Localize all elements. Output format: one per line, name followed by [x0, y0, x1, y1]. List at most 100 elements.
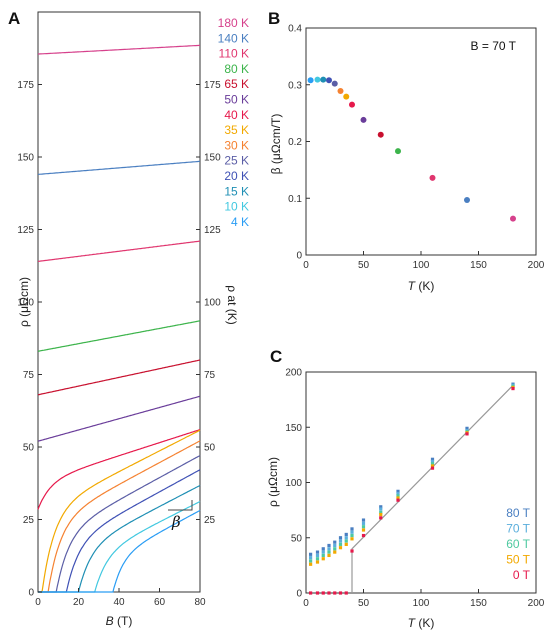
- panel-c-point: [396, 494, 400, 498]
- panel-c-point: [430, 466, 435, 470]
- panel-a-legend-entry: 25 K: [224, 154, 249, 168]
- panel-c-point: [338, 546, 343, 550]
- panel-b-ytick-label: 0.2: [288, 137, 302, 148]
- panel-c-point: [350, 527, 354, 531]
- panel-c-point: [333, 550, 337, 554]
- panel-c: C 0 50 100 150 200 0 50 100 150 200 80 T 70 T60 T 5…: [266, 347, 545, 630]
- panel-c-point: [327, 543, 331, 548]
- panel-a-ylabel: ρ (μΩcm): [17, 277, 31, 327]
- panel-b-ylabel: β (μΩcm/T): [269, 114, 283, 175]
- panel-c-point: [379, 516, 383, 520]
- panel-c-ytick-label: 100: [285, 478, 302, 489]
- panel-a-legend-entry: 40 K: [224, 108, 249, 122]
- panel-c-legend-entry: 60 T: [506, 537, 530, 551]
- panel-c-point: [327, 550, 331, 554]
- panel-a-curve-110K: [37, 240, 201, 262]
- panel-a-xlabel: B (T): [106, 614, 133, 628]
- panel-a-xtick-label: 40: [113, 597, 125, 608]
- panel-a-xtick-label: 0: [35, 597, 41, 608]
- panel-b-point: [429, 174, 436, 181]
- panel-c-label: C: [270, 347, 282, 366]
- panel-a-curve-30K: [38, 440, 201, 593]
- panel-c-xlabel: T (K): [408, 616, 435, 630]
- panel-a-legend-entry: 4 K: [231, 215, 249, 229]
- panel-c-point: [379, 505, 383, 509]
- panel-b-ytick-label: 0.3: [288, 80, 302, 91]
- panel-a-curve-35K: [38, 429, 201, 593]
- panel-b-xlabel: T (K): [408, 279, 435, 293]
- panel-a-legend-entry: 140 K: [218, 31, 249, 45]
- panel-a-curve-140K: [37, 160, 201, 175]
- panel-c-point: [430, 462, 435, 466]
- panel-a-ytick-label: 50: [23, 443, 35, 454]
- panel-c-ytick-label: 50: [291, 533, 303, 544]
- panel-c-point: [361, 528, 366, 532]
- panel-c-point: [333, 591, 337, 595]
- panel-a-curve-20K: [38, 469, 201, 593]
- panel-c-point: [465, 432, 469, 436]
- panel-c-point: [321, 557, 325, 561]
- panel-a-ytick-label: 0: [28, 588, 34, 599]
- panel-a-legend-entry: 20 K: [224, 169, 249, 183]
- panel-a-ytick-label: 100: [17, 298, 34, 309]
- panel-c-xtick-label: 0: [303, 598, 309, 609]
- panel-b-point: [337, 87, 344, 94]
- panel-a-xlabel-unit: (T): [114, 614, 133, 628]
- panel-c-ylabel: ρ (μΩcm): [266, 457, 280, 507]
- panel-b-point: [331, 80, 338, 87]
- panel-b-ytick-label: 0.4: [288, 24, 302, 35]
- panel-b-point: [326, 77, 332, 84]
- panel-c-point: [350, 533, 354, 538]
- panel-c-ytick-label: 0: [296, 589, 302, 600]
- panel-c-point: [361, 518, 366, 522]
- panel-c-point: [321, 591, 325, 595]
- panel-c-point: [379, 512, 383, 517]
- beta-annotation: β: [171, 513, 181, 531]
- panel-c-point: [333, 540, 337, 544]
- panel-c-point: [396, 489, 400, 493]
- panel-c-point: [396, 498, 400, 502]
- panel-a: A 0 20 40 60 80 0 25 50 75 100 125 150 175 25 50 75 100 1…: [8, 9, 249, 628]
- panel-c-point: [321, 547, 325, 551]
- panel-c-point: [315, 591, 320, 595]
- panel-a-curve-80K: [37, 320, 201, 352]
- panel-b-point: [314, 76, 321, 83]
- panel-a-frame: [37, 11, 201, 593]
- panel-c-point: [321, 553, 325, 558]
- panel-b-xtick-label: 150: [470, 260, 487, 271]
- panel-c-xtick-label: 200: [528, 598, 545, 609]
- panel-a-legend-entry: 35 K: [224, 123, 249, 137]
- panel-c-point: [338, 539, 343, 543]
- panel-c-point: [361, 521, 366, 525]
- panel-b-ytick-label: 0.1: [288, 194, 302, 205]
- panel-b-xtick-label: 100: [413, 260, 430, 271]
- panel-a-y2tick-label: 75: [204, 370, 216, 381]
- panel-a-legend-entry: 180 K: [218, 16, 249, 30]
- panel-c-point: [327, 553, 331, 558]
- panel-a-y2tick-label: 50: [204, 443, 216, 454]
- panel-a-ytick-label: 25: [23, 515, 35, 526]
- panel-c-frame: [305, 371, 537, 594]
- panel-c-point: [315, 557, 320, 561]
- panel-c-point: [327, 591, 331, 595]
- panel-a-xlabel-symbol: B: [106, 614, 114, 628]
- panel-a-curve-40K: [37, 429, 201, 510]
- panel-a-y2label: ρ at (K): [225, 285, 239, 325]
- beta-slope-marker: [168, 500, 193, 511]
- panel-a-ytick-label: 150: [17, 153, 34, 164]
- panel-b-xtick-label: 200: [528, 260, 545, 271]
- panel-b-point: [349, 101, 355, 108]
- panel-b-point: [307, 77, 314, 84]
- panel-c-point: [396, 496, 400, 500]
- panel-b-label: B: [268, 9, 280, 28]
- panel-c-point: [327, 547, 331, 551]
- panel-a-curve-180K: [38, 44, 200, 55]
- panel-c-legend-entry: 80 T: [506, 506, 530, 520]
- panel-c-point: [333, 543, 337, 548]
- panel-a-y2tick-label: 25: [204, 515, 216, 526]
- panel-a-xtick-label: 20: [73, 597, 85, 608]
- panel-b-point: [343, 93, 350, 100]
- panel-c-point: [430, 459, 435, 464]
